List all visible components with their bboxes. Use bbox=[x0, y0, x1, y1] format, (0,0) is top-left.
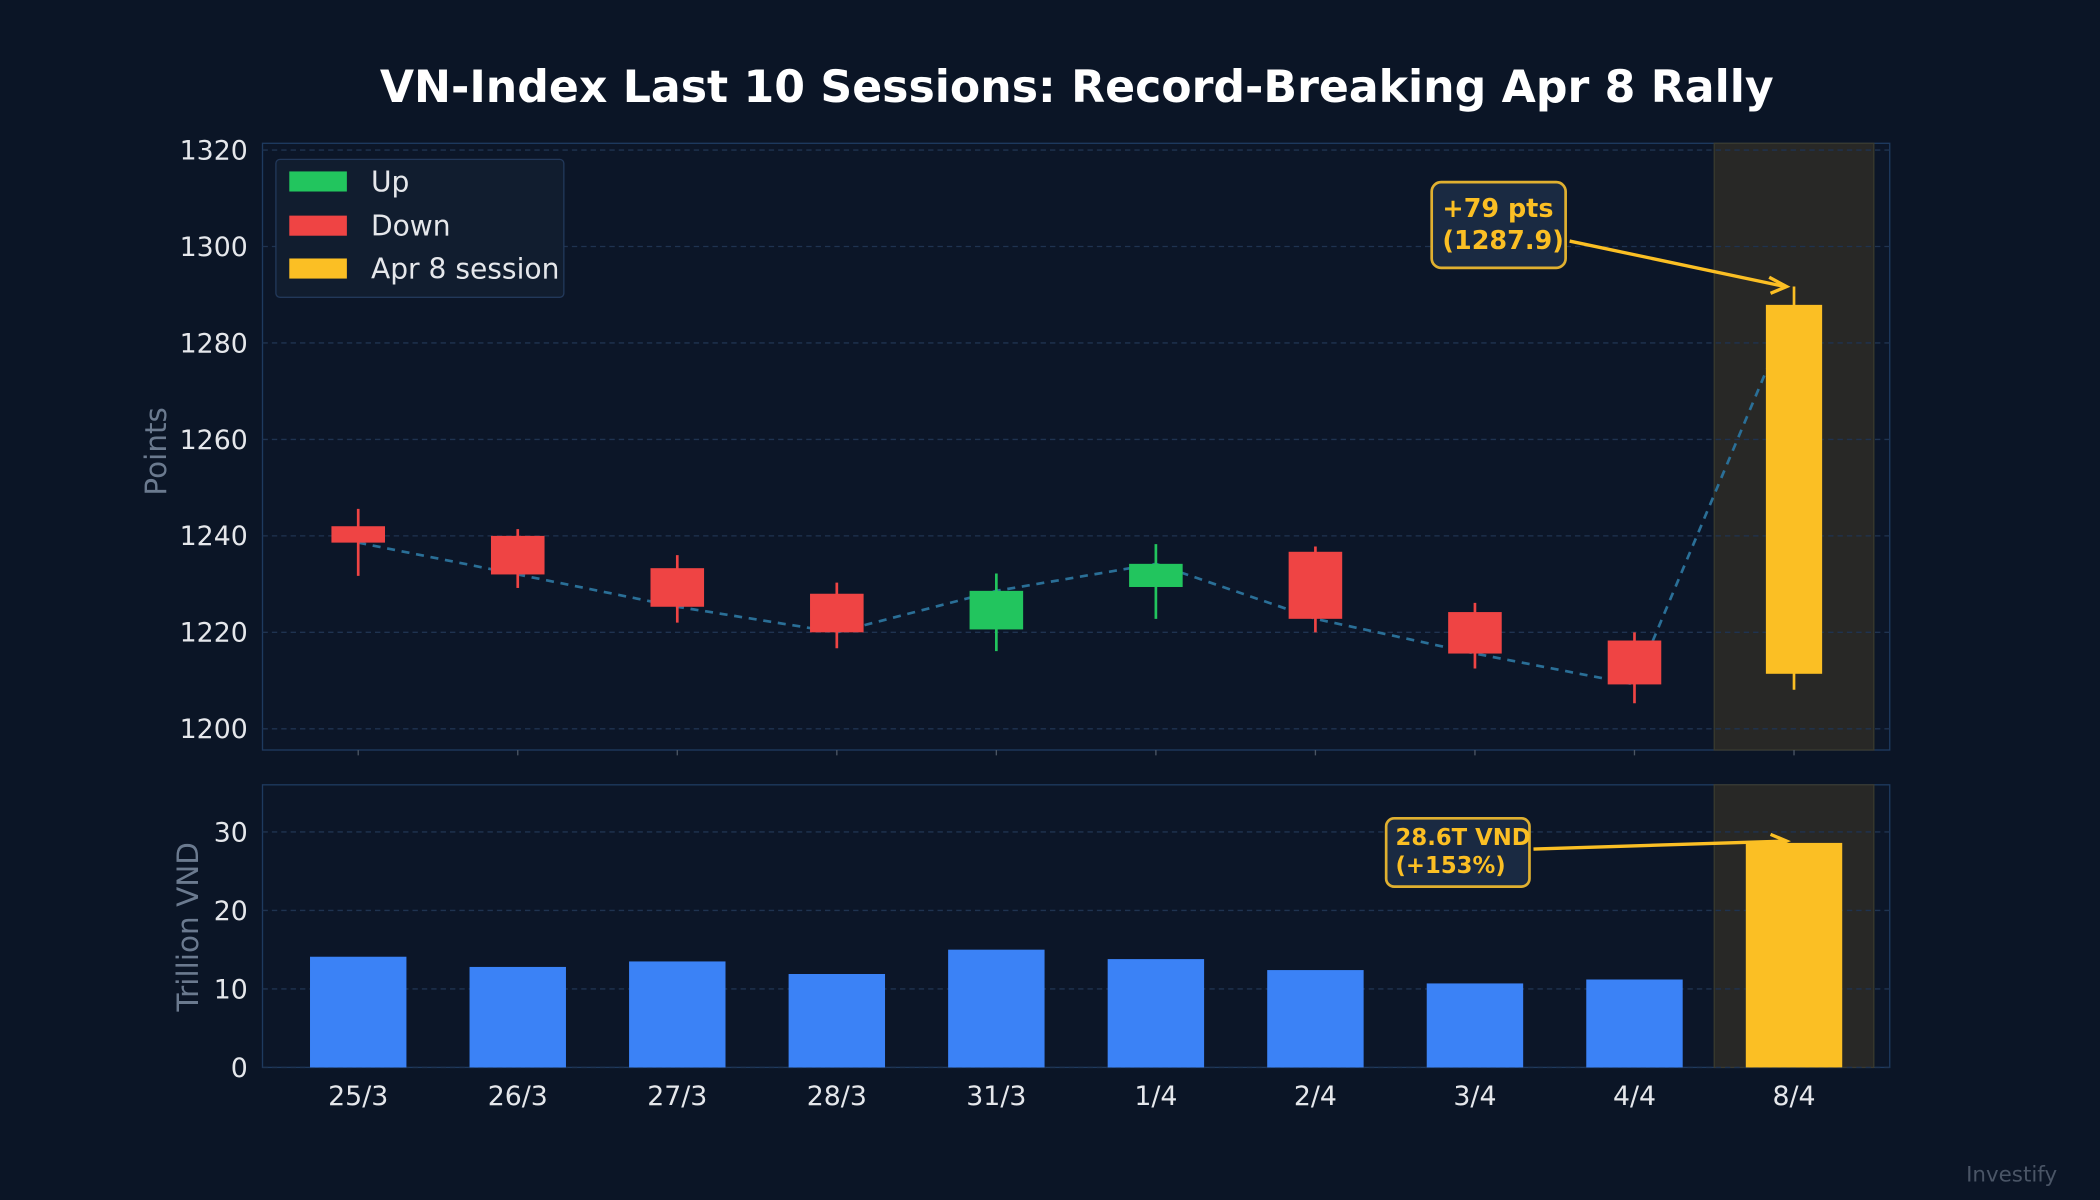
candle-body-27-3 bbox=[650, 568, 705, 607]
x-tick-label: 2/4 bbox=[1294, 1081, 1337, 1112]
x-tick-label: 4/4 bbox=[1613, 1081, 1656, 1112]
candle-body-3-4 bbox=[1448, 612, 1502, 654]
volume-annotation-box bbox=[1384, 816, 1531, 888]
volume-bar-27-3 bbox=[629, 961, 726, 1068]
x-tick-label: 1/4 bbox=[1134, 1081, 1177, 1112]
legend-label-apr8: Apr 8 session bbox=[371, 253, 559, 286]
x-tick-label: 3/4 bbox=[1453, 1081, 1496, 1112]
volume-y-tick-label: 20 bbox=[214, 896, 248, 927]
candle-body-31-3 bbox=[969, 590, 1024, 630]
price-y-tick-label: 1220 bbox=[180, 618, 248, 649]
volume-y-tick-label: 10 bbox=[214, 974, 248, 1005]
x-tick-label: 31/3 bbox=[966, 1081, 1026, 1112]
x-tick-label: 25/3 bbox=[328, 1081, 388, 1112]
price-y-tick-label: 1320 bbox=[180, 135, 248, 166]
legend-label-up: Up bbox=[371, 166, 409, 199]
price-annotation-arrowhead-icon bbox=[1768, 275, 1791, 295]
volume-y-tick-label: 0 bbox=[231, 1053, 248, 1084]
price-y-tick-label: 1200 bbox=[180, 714, 248, 745]
candle-body-25-3 bbox=[331, 526, 386, 543]
watermark: Investify bbox=[1966, 1162, 2057, 1187]
legend-swatch-up bbox=[289, 171, 347, 192]
volume-y-tick-label: 30 bbox=[214, 817, 248, 848]
volume-bar-2-4 bbox=[1267, 970, 1364, 1068]
candle-body-2-4 bbox=[1288, 551, 1343, 619]
x-tick-label: 27/3 bbox=[647, 1081, 707, 1112]
legend-swatch-down bbox=[289, 215, 347, 236]
price-y-tick-label: 1260 bbox=[180, 425, 248, 456]
candle-body-4-4 bbox=[1607, 640, 1662, 685]
volume-panel: 0 10 20 30 25/3 26/3 27/3 28/3 31/3 1/4 2/4 3/4 4/4… bbox=[171, 784, 1891, 1112]
price-y-tick-label: 1280 bbox=[180, 328, 248, 359]
volume-annotation-line2: (+153%) bbox=[1396, 853, 1506, 879]
price-panel: 1200 1220 1240 1260 1280 1300 1320 Points Up D… bbox=[139, 135, 1891, 756]
price-annotation-line1: +79 pts bbox=[1442, 193, 1553, 223]
legend-box bbox=[275, 158, 565, 298]
volume-annotation-line1: 28.6T VND bbox=[1396, 825, 1531, 851]
volume-annotation: 28.6T VND (+153%) bbox=[1384, 816, 1791, 888]
volume-annotation-arrowhead-icon bbox=[1769, 832, 1791, 850]
price-y-axis-label: Points bbox=[139, 407, 173, 495]
price-annotation-line2: (1287.9) bbox=[1442, 225, 1563, 255]
price-y-tick-label: 1300 bbox=[180, 232, 248, 263]
legend-swatch-apr8 bbox=[289, 258, 347, 279]
volume-annotation-arrow bbox=[1533, 839, 1786, 851]
candle-body-26-3 bbox=[490, 535, 545, 575]
volume-bar-4-4 bbox=[1586, 979, 1683, 1068]
x-tick-label: 8/4 bbox=[1772, 1081, 1815, 1112]
volume-bar-3-4 bbox=[1426, 983, 1524, 1068]
chart-title: VN-Index Last 10 Sessions: Record-Breaki… bbox=[380, 62, 1774, 113]
legend: Up Down Apr 8 session bbox=[275, 158, 565, 298]
volume-bar-26-3 bbox=[469, 966, 566, 1068]
price-annotation: +79 pts (1287.9) bbox=[1430, 180, 1791, 295]
candle-body-1-4 bbox=[1129, 563, 1183, 587]
candle-body-28-3 bbox=[810, 593, 864, 633]
price-annotation-arrow bbox=[1569, 239, 1786, 289]
volume-bar-28-3 bbox=[788, 973, 886, 1068]
legend-label-down: Down bbox=[371, 210, 451, 243]
close-price-line bbox=[357, 304, 1796, 686]
x-tick-label: 26/3 bbox=[488, 1081, 548, 1112]
volume-y-axis-label: Trillion VND bbox=[171, 842, 205, 1012]
candle-body-8-4 bbox=[1765, 304, 1823, 674]
x-tick-label: 28/3 bbox=[807, 1081, 867, 1112]
price-annotation-box bbox=[1430, 180, 1567, 270]
volume-bar-31-3 bbox=[948, 949, 1045, 1068]
volume-bar-1-4 bbox=[1107, 959, 1205, 1068]
volume-bar-25-3 bbox=[310, 956, 407, 1068]
price-y-tick-label: 1240 bbox=[180, 521, 248, 552]
volume-bar-8-4 bbox=[1745, 842, 1843, 1068]
